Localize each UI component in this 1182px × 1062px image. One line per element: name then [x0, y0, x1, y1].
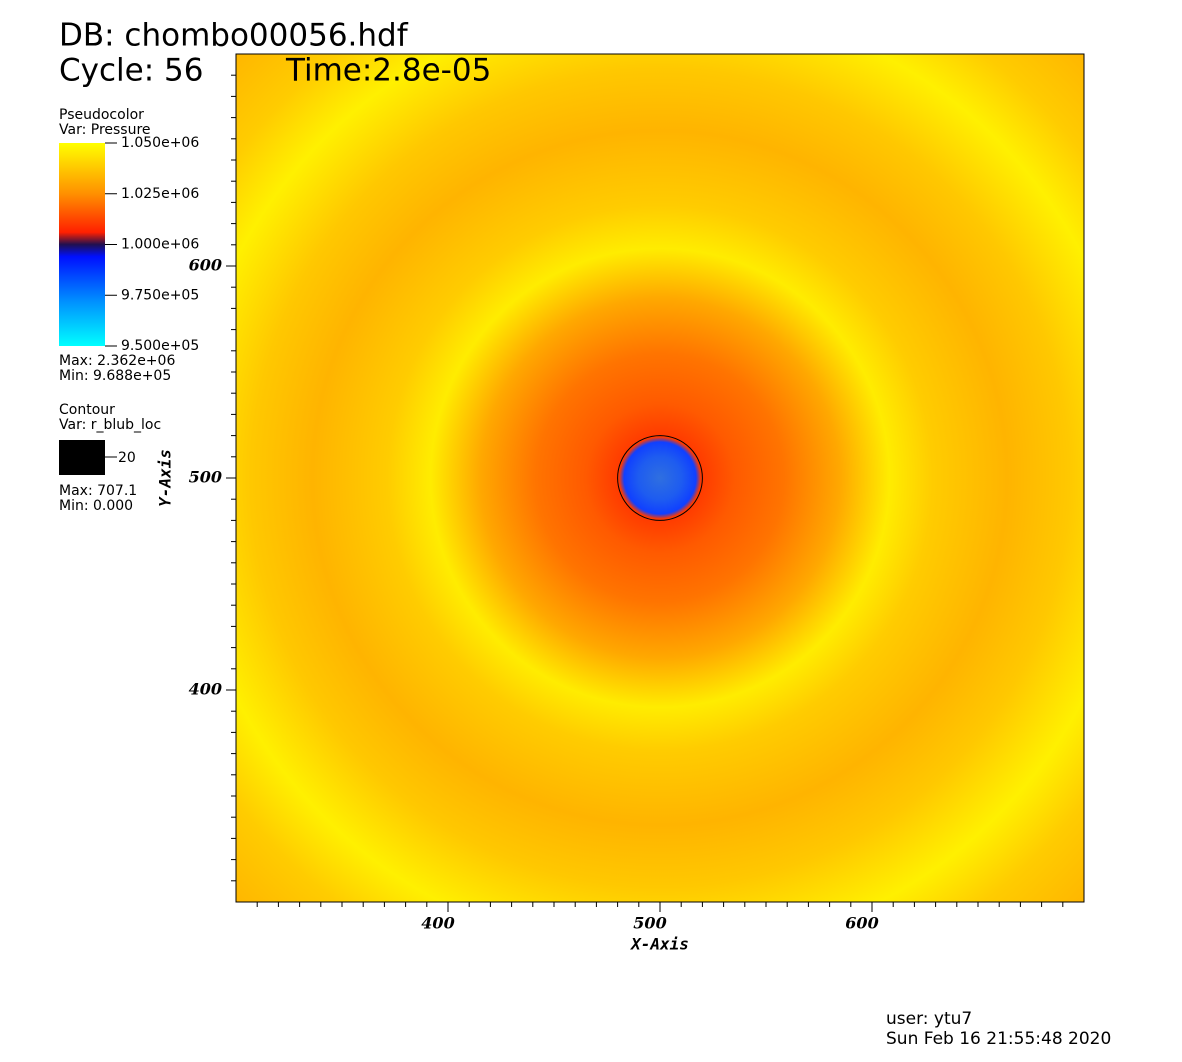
date: Sun Feb 16 21:55:48 2020	[886, 1029, 1111, 1049]
legend-min: Min: 9.688e+05	[59, 368, 171, 384]
y-tick-label: 500	[189, 468, 222, 487]
legend-plot: Pseudocolor	[59, 107, 144, 123]
y-axis-label: Y-Axis	[156, 449, 175, 507]
contour-var: Var: r_blub_loc	[59, 417, 161, 433]
colorbar-tick-label: 1.050e+06	[121, 135, 199, 151]
contour-line	[617, 435, 703, 521]
y-tick-label: 400	[189, 680, 222, 699]
colorbar-tick-label: 9.750e+05	[121, 287, 199, 303]
contour-legend-label: 20	[118, 450, 136, 466]
colorbar-tick-label: 1.025e+06	[121, 186, 199, 202]
x-tick-label: 400	[421, 914, 454, 933]
colorbar	[59, 143, 105, 346]
colorbar-tick-label: 1.000e+06	[121, 237, 199, 253]
legend-max: Max: 2.362e+06	[59, 353, 175, 369]
user: user: ytu7	[886, 1009, 972, 1029]
contour-min: Min: 0.000	[59, 498, 133, 514]
pseudocolor-field	[236, 54, 1084, 902]
colorbar-tick-label: 9.500e+05	[121, 338, 199, 354]
contour-swatch	[59, 440, 105, 475]
contour-max: Max: 707.1	[59, 483, 137, 499]
time: Time:2.8e-05	[285, 53, 491, 89]
contour-plot: Contour	[59, 402, 115, 418]
x-tick-label: 600	[845, 914, 878, 933]
db-title: DB: chombo00056.hdf	[59, 18, 409, 54]
x-tick-label: 500	[633, 914, 666, 933]
cycle: Cycle: 56	[59, 53, 203, 89]
legend-var: Var: Pressure	[59, 122, 151, 138]
y-tick-label: 600	[189, 256, 222, 275]
x-axis-label: X-Axis	[629, 935, 689, 954]
